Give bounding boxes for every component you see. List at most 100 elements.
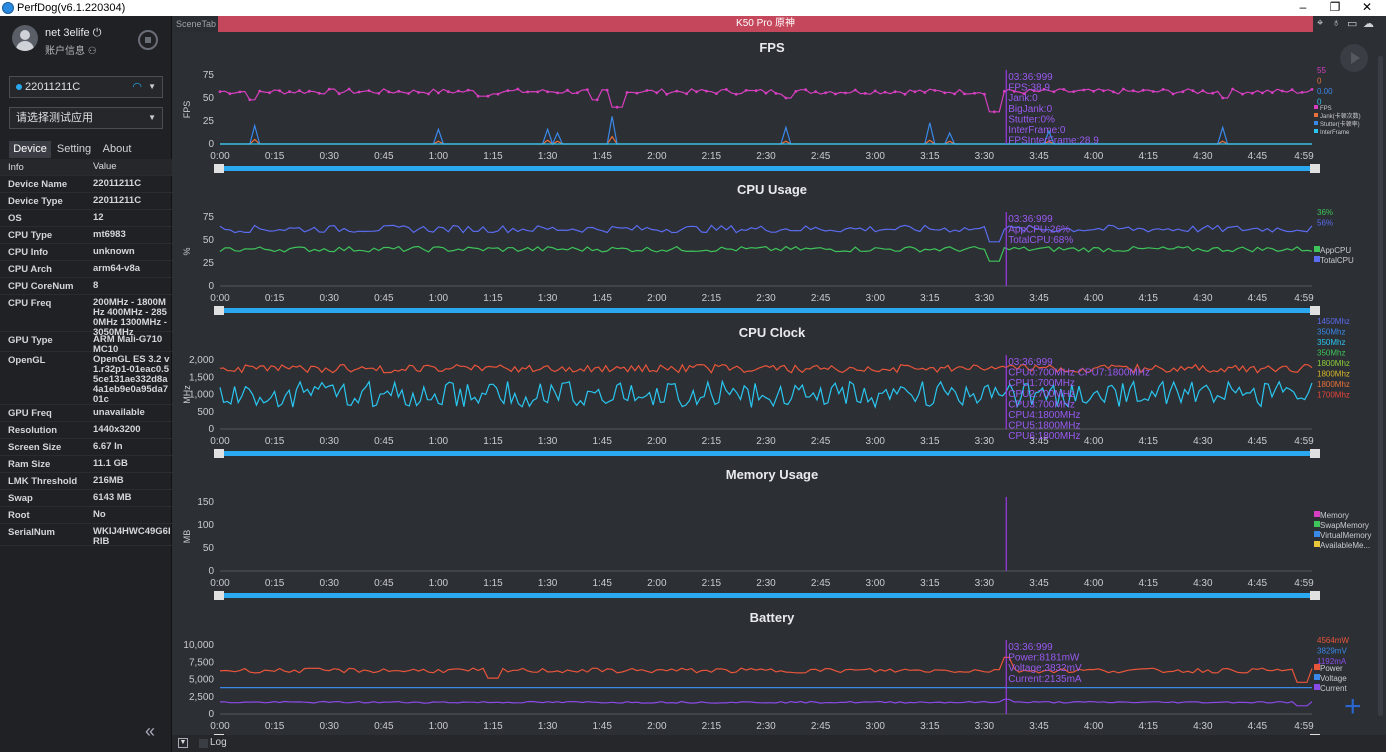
collapse-sidebar-icon[interactable]: «: [145, 721, 156, 741]
pin-icon[interactable]: ♁: [1332, 17, 1341, 29]
fps-point: [983, 92, 986, 96]
x-tick-label: 4:15: [1138, 293, 1158, 304]
close-icon[interactable]: ✕: [1361, 0, 1373, 14]
fps-point: [724, 88, 728, 91]
legend-value: 3829mV: [1317, 647, 1347, 656]
legend-value: 0: [1317, 77, 1322, 86]
app-select[interactable]: 请选择测试应用 ▼: [9, 107, 163, 129]
x-tick-label: 2:15: [702, 578, 722, 589]
fps-point: [715, 92, 718, 95]
legend-entry: Jank(卡顿次数): [1320, 112, 1361, 120]
folder-icon[interactable]: ▭: [1347, 18, 1358, 30]
info-key: Root: [8, 510, 30, 521]
minimize-icon[interactable]: –: [1299, 0, 1307, 14]
info-key: CPU Arch: [8, 264, 52, 275]
fps-point: [298, 89, 301, 92]
y-tick-label: 50: [203, 543, 215, 554]
info-value: No: [93, 509, 106, 520]
y-tick-label: 2,500: [189, 692, 214, 703]
legend-value: 350Mhz: [1317, 328, 1345, 337]
add-marker-icon[interactable]: +: [1344, 690, 1362, 723]
fps-point: [486, 94, 490, 98]
log-checkbox[interactable]: [199, 739, 208, 748]
fps-point: [1032, 89, 1036, 93]
bottom-bar: ▼ Log: [172, 735, 1386, 752]
y-tick-label: 2,000: [189, 355, 214, 366]
play-button[interactable]: [1340, 44, 1368, 72]
fps-point: [605, 88, 609, 92]
tab-device[interactable]: Device: [9, 141, 51, 158]
info-key: LMK Threshold: [8, 476, 78, 487]
legend-entry: TotalCPU: [1320, 256, 1354, 265]
fps-point: [317, 91, 321, 95]
scene-tab[interactable]: SceneTab: [172, 16, 218, 32]
location-icon[interactable]: ⌖: [1317, 17, 1324, 29]
fps-point: [466, 88, 470, 92]
fps-point: [536, 90, 540, 94]
fps-point: [685, 92, 688, 96]
fps-point: [655, 91, 659, 95]
x-tick-label: 3:45: [1029, 721, 1049, 732]
fps-point: [1012, 90, 1016, 93]
time-range-slider: [220, 451, 1312, 456]
expand-log-icon[interactable]: ▼: [178, 738, 188, 748]
info-value: 200MHz - 1800MHz 400MHz - 2850MHz 1300MH…: [93, 297, 167, 338]
tab-about[interactable]: About: [102, 143, 132, 155]
info-key: OpenGL: [8, 355, 46, 366]
x-tick-label: 1:45: [592, 293, 612, 304]
x-tick-label: 4:15: [1138, 151, 1158, 162]
info-key: Device Type: [8, 196, 63, 207]
legend-swatch: [1314, 541, 1320, 547]
chart-title: FPS: [759, 40, 785, 55]
cursor-tooltip-line: 03:36:999: [1008, 642, 1053, 653]
info-value: unavailable: [93, 407, 145, 418]
x-tick-label: 1:00: [429, 436, 449, 447]
device-select[interactable]: 22011211C ◠ ▼: [9, 76, 163, 98]
cursor-tooltip-line: 03:36:999: [1008, 72, 1053, 83]
fps-point: [248, 98, 252, 102]
fps-point: [913, 90, 917, 94]
fps-point: [367, 89, 371, 92]
y-tick-label: 50: [203, 235, 215, 246]
fps-point: [1082, 88, 1086, 92]
fps-point: [873, 89, 877, 93]
x-tick-label: 3:30: [975, 151, 995, 162]
fps-point: [943, 91, 947, 95]
slider-handle-right: [1310, 449, 1320, 458]
legend-value: 0: [1317, 98, 1322, 107]
x-tick-label: 2:45: [811, 436, 831, 447]
fps-point: [883, 90, 887, 94]
legend-swatch: [1314, 684, 1320, 690]
account-info-link[interactable]: 账户信息 ⚇: [45, 46, 97, 57]
x-tick-label: 3:15: [920, 151, 940, 162]
legend-swatch: [1314, 121, 1318, 125]
x-tick-label: 4:30: [1193, 151, 1213, 162]
legend-value: 0.00: [1317, 87, 1333, 96]
cloud-icon[interactable]: ☁: [1363, 18, 1374, 30]
legend-entry: FPS: [1320, 106, 1332, 112]
chart-title: Memory Usage: [726, 467, 818, 482]
info-key: GPU Freq: [8, 408, 52, 419]
stop-button[interactable]: [138, 30, 158, 50]
x-tick-label: 1:15: [483, 578, 503, 589]
legend-entry: AvailableMe...: [1320, 541, 1370, 550]
legend-swatch: [1314, 521, 1320, 527]
info-row: Ram Size 11.1 GB: [0, 456, 172, 473]
fps-point: [863, 92, 867, 95]
avatar[interactable]: [12, 25, 38, 51]
cursor-tooltip-line: FPSInterFrame:28.9: [1008, 136, 1099, 147]
power-icon[interactable]: ⏻: [92, 27, 102, 39]
x-tick-label: 3:00: [865, 721, 885, 732]
x-tick-label: 0:45: [374, 293, 394, 304]
wifi-icon: ◠: [132, 81, 142, 93]
x-tick-label: 4:59: [1294, 578, 1314, 589]
restore-icon[interactable]: ❐: [1329, 0, 1341, 14]
x-tick-label: 3:30: [975, 436, 995, 447]
slider-handle-left: [214, 449, 224, 458]
fps-point: [675, 89, 679, 93]
cursor-tooltip-line: 03:36:999: [1008, 357, 1053, 368]
tab-setting[interactable]: Setting: [56, 143, 92, 155]
cursor-tooltip-line: InterFrame:0: [1008, 125, 1066, 136]
x-tick-label: 3:15: [920, 293, 940, 304]
series-line: [219, 363, 1313, 374]
